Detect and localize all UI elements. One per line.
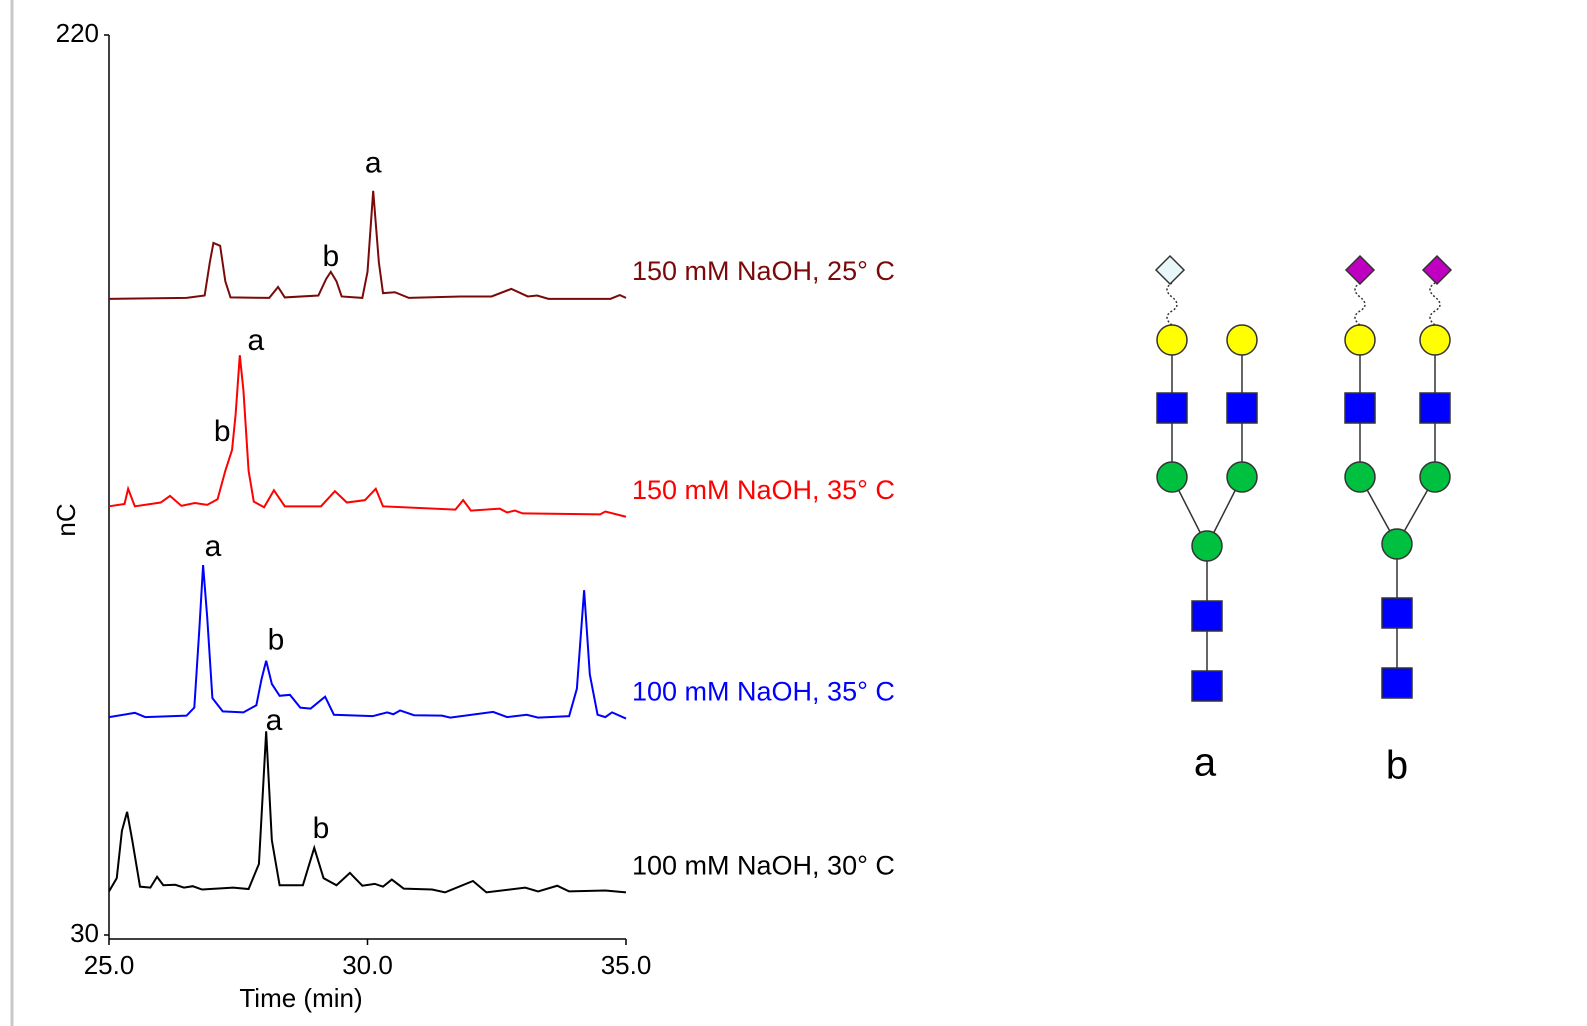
- series-label: 100 mM NaOH, 35° C: [632, 677, 895, 707]
- peak-annotation: a: [365, 147, 382, 180]
- glycan-label: b: [1386, 744, 1408, 788]
- x-tick-label: 35.0: [601, 950, 652, 980]
- x-tick-label: 30.0: [342, 950, 393, 980]
- peak-annotation: a: [205, 530, 222, 563]
- glycan-a: [1154, 254, 1258, 702]
- glycan-b: [1344, 254, 1453, 699]
- glycan-structures: [1154, 254, 1453, 702]
- series-label: 150 mM NaOH, 35° C: [632, 475, 895, 505]
- trace-line: [108, 564, 627, 720]
- trace-line: [108, 355, 627, 518]
- y-tick-label: 220: [56, 18, 99, 48]
- trace-line: [108, 190, 627, 300]
- trace-line: [108, 731, 627, 894]
- peak-annotation: a: [247, 324, 264, 357]
- peak-annotation: b: [214, 415, 231, 448]
- peak-annotation: b: [313, 812, 330, 845]
- series-label: 150 mM NaOH, 25° C: [632, 256, 895, 286]
- y-tick-label: 30: [70, 918, 99, 948]
- peak-annotation: a: [266, 704, 283, 737]
- peak-annotation: b: [322, 240, 339, 273]
- x-tick-label: 25.0: [84, 950, 135, 980]
- series-label: 100 mM NaOH, 30° C: [632, 850, 895, 880]
- peak-annotation: b: [268, 624, 285, 657]
- glycan-label: a: [1194, 741, 1217, 785]
- y-axis-label: nC: [51, 503, 81, 536]
- x-axis-label: Time (min): [239, 983, 362, 1013]
